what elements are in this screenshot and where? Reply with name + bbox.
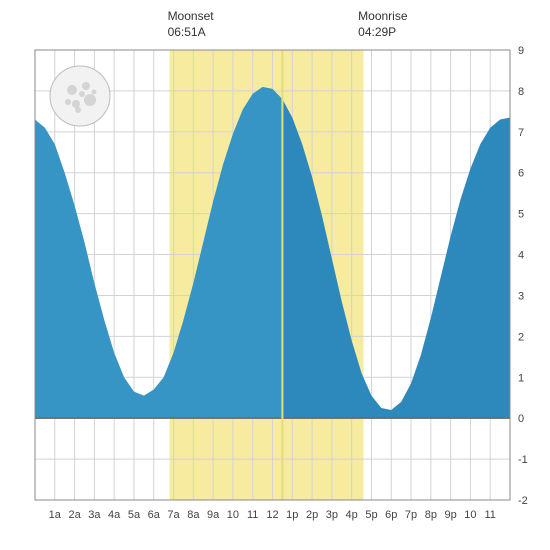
y-tick-label: 9 [518, 45, 524, 57]
x-tick-label: 1a [49, 509, 62, 521]
x-tick-label: 6a [148, 509, 161, 521]
y-tick-label: 6 [518, 168, 524, 180]
x-tick-label: 9a [207, 509, 220, 521]
y-tick-label: 4 [518, 250, 524, 262]
x-tick-label: 10 [227, 509, 239, 521]
x-tick-label: 3a [88, 509, 101, 521]
x-tick-label: 1p [286, 509, 298, 521]
x-tick-label: 7p [405, 509, 417, 521]
x-tick-label: 11 [484, 509, 495, 521]
y-tick-label: -2 [518, 495, 528, 507]
event-label: Moonrise [358, 9, 408, 23]
x-tick-label: 10 [464, 509, 476, 521]
x-tick-label: 5a [128, 509, 141, 521]
x-tick-label: 2a [68, 509, 81, 521]
chart-svg: 1a2a3a4a5a6a7a8a9a1011121p2p3p4p5p6p7p8p… [0, 0, 550, 550]
x-tick-label: 3p [326, 509, 338, 521]
event-label: Moonset [168, 9, 215, 23]
moon-icon [50, 66, 110, 126]
x-tick-label: 8p [425, 509, 437, 521]
x-tick-label: 5p [365, 509, 377, 521]
x-tick-label: 7a [167, 509, 180, 521]
y-tick-label: 7 [518, 127, 524, 139]
y-tick-label: 2 [518, 331, 524, 343]
event-time: 06:51A [168, 25, 206, 39]
x-tick-label: 11 [247, 509, 258, 521]
x-tick-label: 9p [445, 509, 457, 521]
y-tick-label: -1 [518, 454, 528, 466]
tide-chart: 1a2a3a4a5a6a7a8a9a1011121p2p3p4p5p6p7p8p… [0, 0, 550, 550]
y-tick-label: 5 [518, 209, 524, 221]
x-tick-label: 4p [346, 509, 358, 521]
x-tick-label: 2p [306, 509, 318, 521]
tide-area [35, 87, 282, 418]
x-tick-label: 6p [385, 509, 397, 521]
y-tick-label: 1 [518, 372, 524, 384]
event-time: 04:29P [358, 25, 396, 39]
y-tick-label: 8 [518, 86, 524, 98]
x-tick-label: 4a [108, 509, 121, 521]
x-tick-label: 12 [266, 509, 278, 521]
x-tick-label: 8a [187, 509, 200, 521]
y-tick-label: 3 [518, 290, 524, 302]
y-tick-label: 0 [518, 413, 524, 425]
